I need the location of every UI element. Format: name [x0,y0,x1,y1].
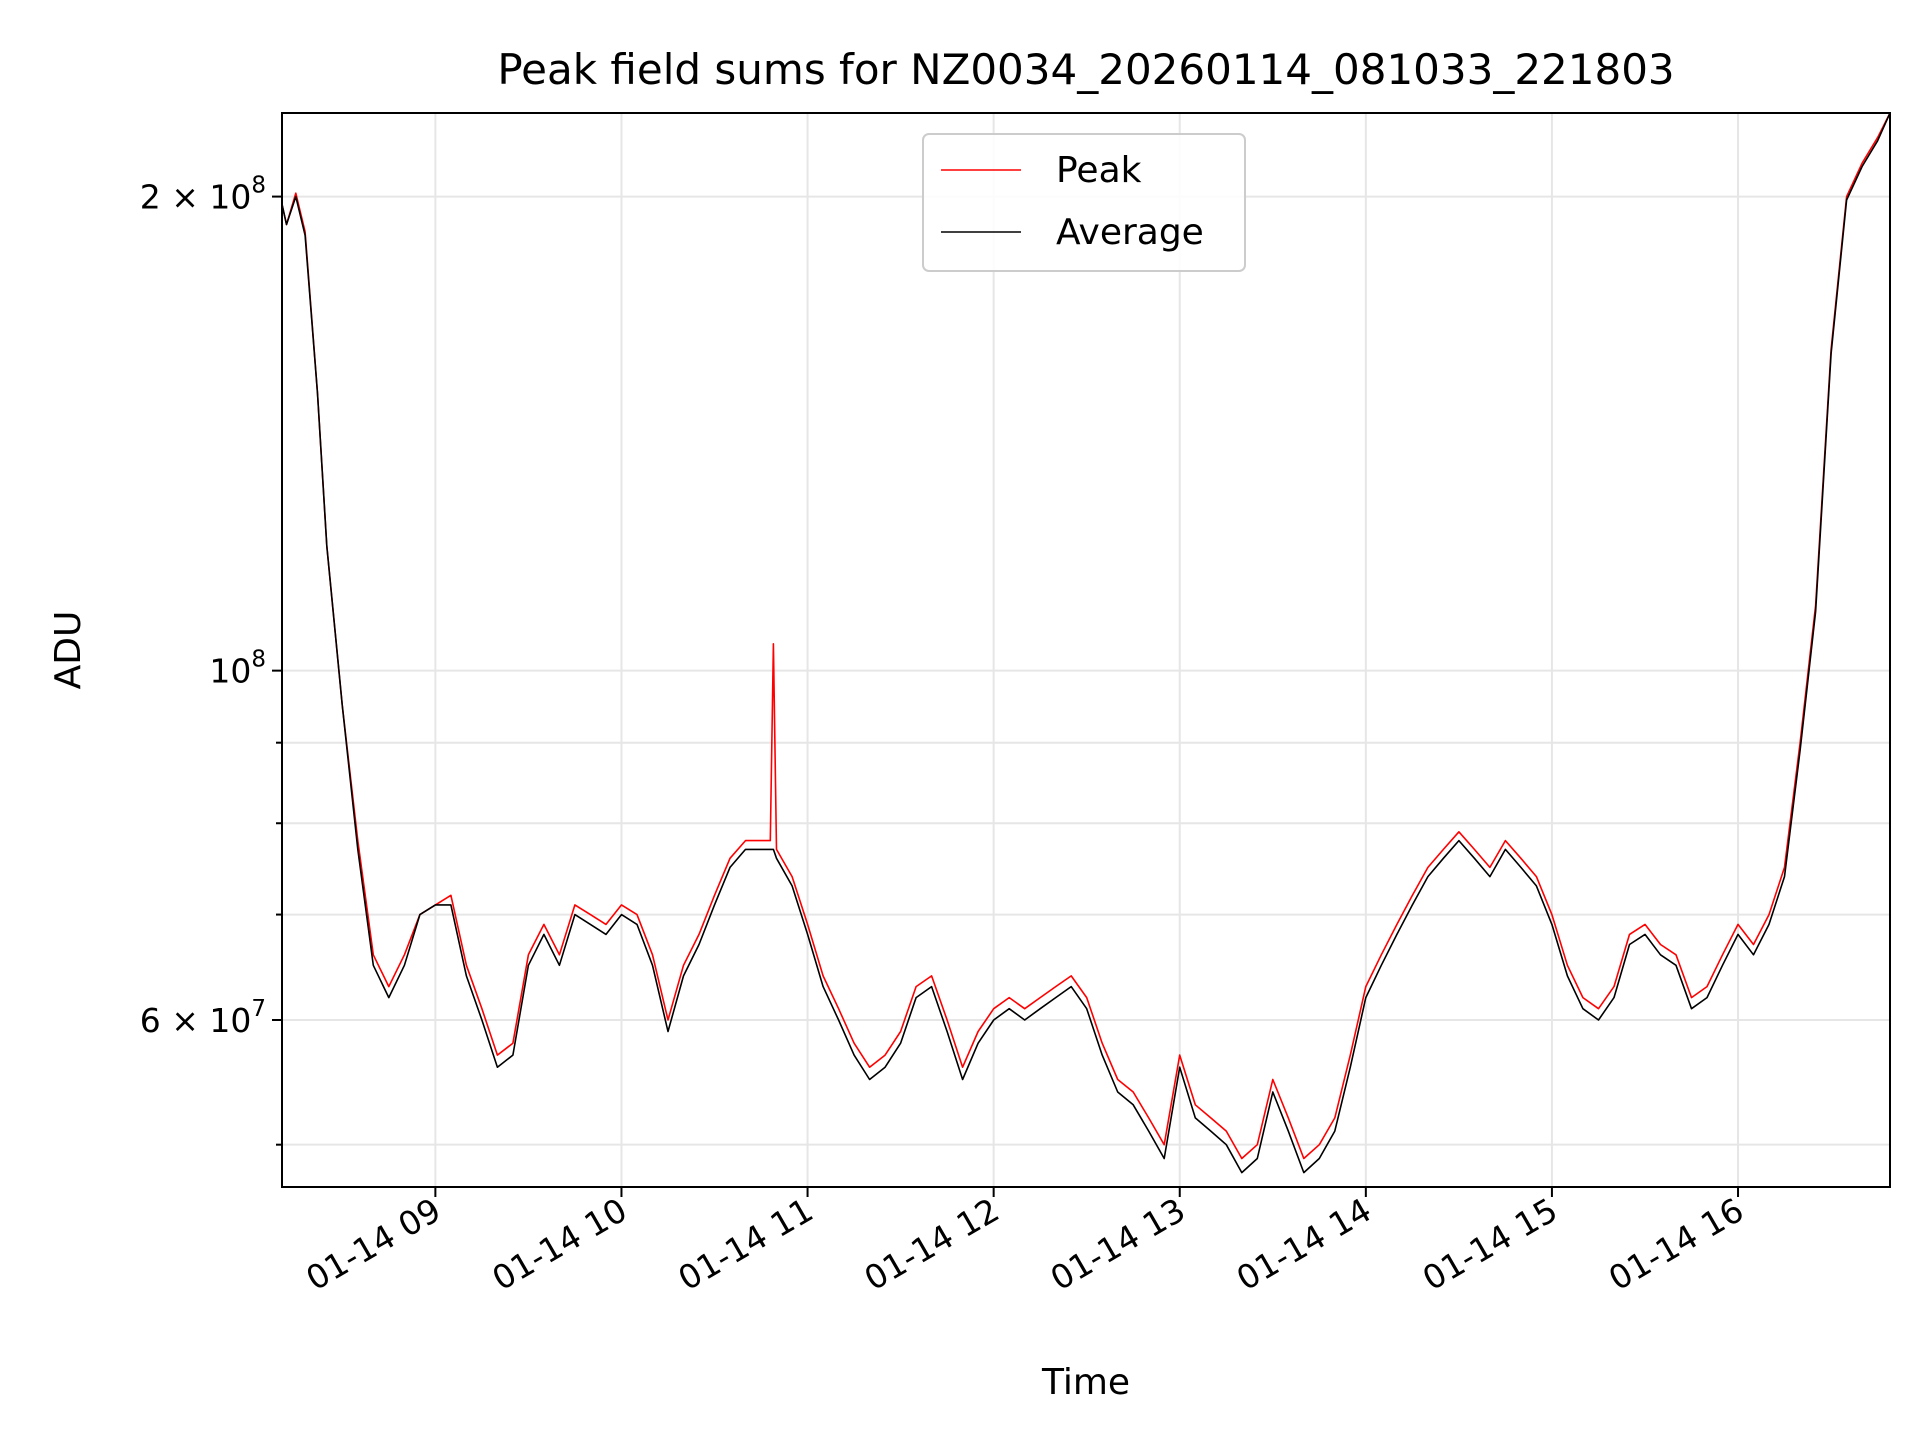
y-tick-label: 108 [209,647,266,691]
y-tick-base: 10 [209,652,251,691]
legend-box [922,133,1246,272]
y-tick-mantissa: 6 × [140,1001,210,1040]
y-tick-base: 10 [209,178,251,217]
plot-frame [281,112,1891,1188]
y-tick-label: 6 × 107 [140,996,266,1040]
y-tick-mantissa: 2 × [140,178,210,217]
y-tick-exponent: 7 [251,996,266,1022]
legend: Peak Average [922,133,1246,272]
legend-label-peak: Peak [1056,150,1142,191]
y-tick-label: 2 × 108 [140,173,266,217]
series-layer [282,113,1890,1174]
series-line-peak [282,113,1890,1160]
legend-label-average: Average [1056,212,1204,253]
series-line-average [282,113,1890,1174]
y-axis-label: ADU [48,611,89,690]
chart-title: Peak field sums for NZ0034_20260114_0810… [497,45,1674,94]
y-tick-base: 10 [209,1001,251,1040]
y-tick-exponent: 8 [251,173,266,199]
y-tick-exponent: 8 [251,647,266,673]
x-axis-label: Time [1041,1362,1130,1403]
